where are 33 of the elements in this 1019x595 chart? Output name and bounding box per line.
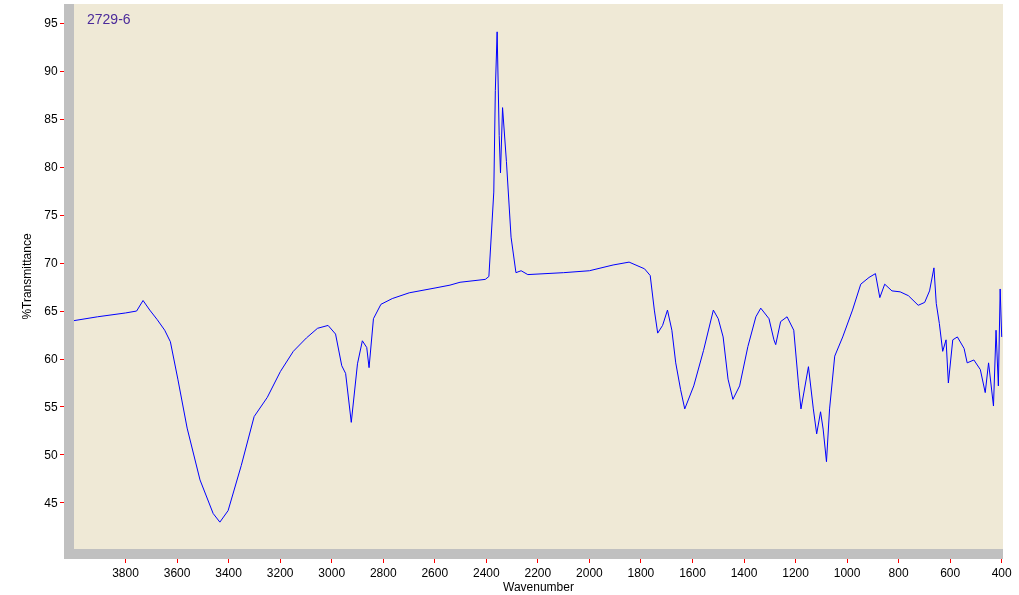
line-series xyxy=(74,31,1003,523)
y-tick-label: 80 xyxy=(44,160,58,175)
x-tick-label: 2200 xyxy=(524,566,552,581)
x-tick-label: 3200 xyxy=(266,566,294,581)
x-tick-label: 2400 xyxy=(472,566,500,581)
x-tick-label: 3800 xyxy=(112,566,140,581)
x-tick-label: 1600 xyxy=(679,566,707,581)
y-axis-title: %Transmittance xyxy=(20,233,35,320)
y-tick-label: 60 xyxy=(44,352,58,367)
y-tick-label: 95 xyxy=(44,16,58,31)
y-tick-label: 50 xyxy=(44,448,58,463)
x-tick-label: 3400 xyxy=(215,566,243,581)
y-tick-label: 55 xyxy=(44,400,58,415)
y-tick-label: 85 xyxy=(44,112,58,127)
y-tick-label: 65 xyxy=(44,304,58,319)
x-tick-label: 1800 xyxy=(627,566,655,581)
x-tick-label: 2800 xyxy=(369,566,397,581)
x-tick-label: 600 xyxy=(940,566,961,581)
y-tick-label: 90 xyxy=(44,64,58,79)
x-axis-title: Wavenumber xyxy=(503,580,574,595)
annotation: 2729-6 xyxy=(87,11,131,27)
x-tick-label: 1200 xyxy=(782,566,810,581)
y-tick-label: 70 xyxy=(44,256,58,271)
x-tick-label: 2000 xyxy=(576,566,604,581)
x-tick-label: 2600 xyxy=(421,566,449,581)
x-tick-label: 400 xyxy=(991,566,1013,581)
x-tick-label: 1000 xyxy=(833,566,861,581)
y-tick-label: 45 xyxy=(44,496,58,511)
x-tick-label: 3000 xyxy=(318,566,346,581)
y-tick-label: 75 xyxy=(44,208,58,223)
x-tick-label: 800 xyxy=(888,566,909,581)
x-tick-label: 1400 xyxy=(730,566,758,581)
x-tick-label: 3600 xyxy=(163,566,191,581)
